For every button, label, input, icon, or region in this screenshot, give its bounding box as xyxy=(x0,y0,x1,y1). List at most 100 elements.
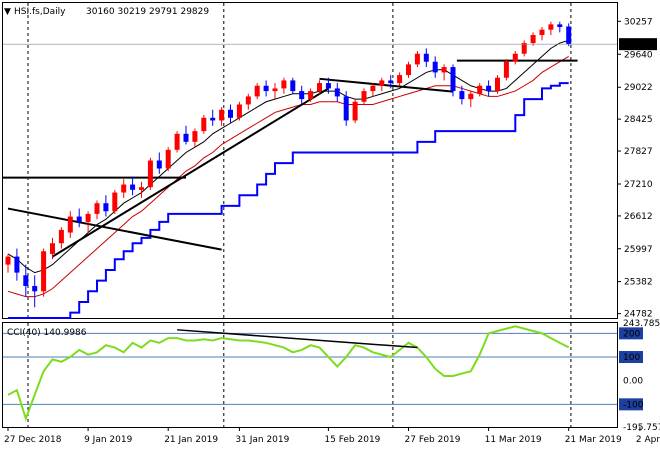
candle xyxy=(58,227,64,249)
cci-level-box xyxy=(619,327,643,340)
support-step-line xyxy=(8,82,569,319)
candle xyxy=(468,91,474,108)
candle xyxy=(566,23,572,47)
cci-tick-label: -100 xyxy=(623,400,644,410)
candle xyxy=(192,128,198,148)
candle xyxy=(156,152,162,174)
candle xyxy=(50,237,55,260)
candle xyxy=(406,61,411,78)
price-tick-label: 26612 xyxy=(624,212,653,222)
candle xyxy=(272,83,278,100)
ohlc-readout: 30160 30219 29791 29829 xyxy=(86,7,209,17)
support-line xyxy=(8,82,569,319)
candle xyxy=(397,72,403,86)
candle xyxy=(103,195,109,217)
candle xyxy=(352,99,358,124)
trend-line xyxy=(51,87,329,258)
candle xyxy=(130,176,136,196)
candle xyxy=(228,104,233,124)
candle xyxy=(23,264,29,297)
price-tick-label: 24782 xyxy=(624,310,653,320)
vertical-separators xyxy=(27,3,572,427)
date-tick-label: 15 Feb 2019 xyxy=(324,435,380,445)
date-tick-label: 27 Dec 2018 xyxy=(4,435,62,445)
candle xyxy=(41,248,47,297)
candle xyxy=(67,211,73,238)
candle xyxy=(112,189,118,214)
candle xyxy=(139,181,144,198)
candle xyxy=(423,48,429,68)
cci-panel: 243.7856200 100 0.00 -100 -195.757 xyxy=(3,319,660,433)
candle xyxy=(432,56,438,78)
price-tick-label: 29022 xyxy=(624,83,653,93)
cci-tick-label: 243.7856 xyxy=(623,319,660,329)
mid-moving-average xyxy=(7,55,569,298)
candle xyxy=(414,51,420,68)
date-tick-label: 11 Mar 2019 xyxy=(485,435,542,445)
candle xyxy=(165,147,171,172)
candle xyxy=(557,21,563,33)
candle xyxy=(94,200,100,220)
date-tick-label: 21 Mar 2019 xyxy=(565,435,622,445)
candle xyxy=(450,64,456,97)
fast-moving-average xyxy=(7,39,569,274)
candle xyxy=(539,27,545,41)
date-tick-label: 2 Apr 2019 xyxy=(636,435,660,445)
candle xyxy=(263,80,269,97)
candle xyxy=(379,77,385,92)
candle xyxy=(5,253,11,273)
candle xyxy=(14,248,20,281)
candle xyxy=(85,211,91,233)
candle xyxy=(388,75,394,89)
price-tick-label: 25382 xyxy=(624,278,653,288)
date-tick-label: 21 Jan 2019 xyxy=(164,435,218,445)
candle xyxy=(32,275,38,308)
candle xyxy=(299,85,305,105)
cci-tick-label: 200 xyxy=(623,329,640,339)
candle xyxy=(521,40,527,57)
candle xyxy=(334,83,340,102)
candle xyxy=(290,77,296,94)
cci-trend-line xyxy=(177,329,418,349)
price-tick-label: 25997 xyxy=(624,245,653,255)
header-triangle-icon: ▼ xyxy=(4,7,11,17)
price-axis: 30257 29640 29022 28425 27827 27210 26612 25997… xyxy=(3,17,657,320)
cci-panel-frame xyxy=(2,322,618,428)
price-tick-label: 30257 xyxy=(624,17,653,27)
ma-mid-line xyxy=(7,55,569,298)
cci-tick-label: 0.00 xyxy=(623,377,643,387)
current-price-label: 29829 xyxy=(623,40,652,50)
price-panel-frame xyxy=(2,2,618,319)
cci-title: CCI(40) 140.9986 xyxy=(7,328,87,338)
candle xyxy=(370,83,376,97)
price-tick-label: 28425 xyxy=(624,115,653,125)
candle xyxy=(201,115,207,134)
price-tick-label: 27827 xyxy=(624,147,653,157)
candle xyxy=(121,179,127,198)
candle xyxy=(317,80,322,94)
candle xyxy=(495,75,500,94)
candle xyxy=(76,208,82,228)
date-tick-label: 27 Feb 2019 xyxy=(405,435,461,445)
candle xyxy=(281,77,287,94)
candle xyxy=(219,107,225,126)
trend-line xyxy=(319,77,454,93)
candle xyxy=(477,83,483,97)
ma-fast-line xyxy=(7,39,569,274)
candle xyxy=(174,131,180,153)
candle xyxy=(459,85,465,105)
candle xyxy=(361,88,367,105)
candle xyxy=(183,125,189,145)
cci-level-box xyxy=(619,351,643,364)
chart-title: HSI.fs,Daily xyxy=(14,7,66,17)
candle xyxy=(512,51,518,65)
candle xyxy=(503,59,509,81)
price-tick-label: 29640 xyxy=(624,50,653,60)
current-price-box xyxy=(619,38,657,51)
candles xyxy=(5,21,572,308)
price-tick-label: 27210 xyxy=(624,180,653,190)
candle xyxy=(236,101,242,121)
cci-tick-label: -195.757 xyxy=(623,423,660,433)
candle xyxy=(254,83,260,100)
trend-line xyxy=(7,207,222,251)
